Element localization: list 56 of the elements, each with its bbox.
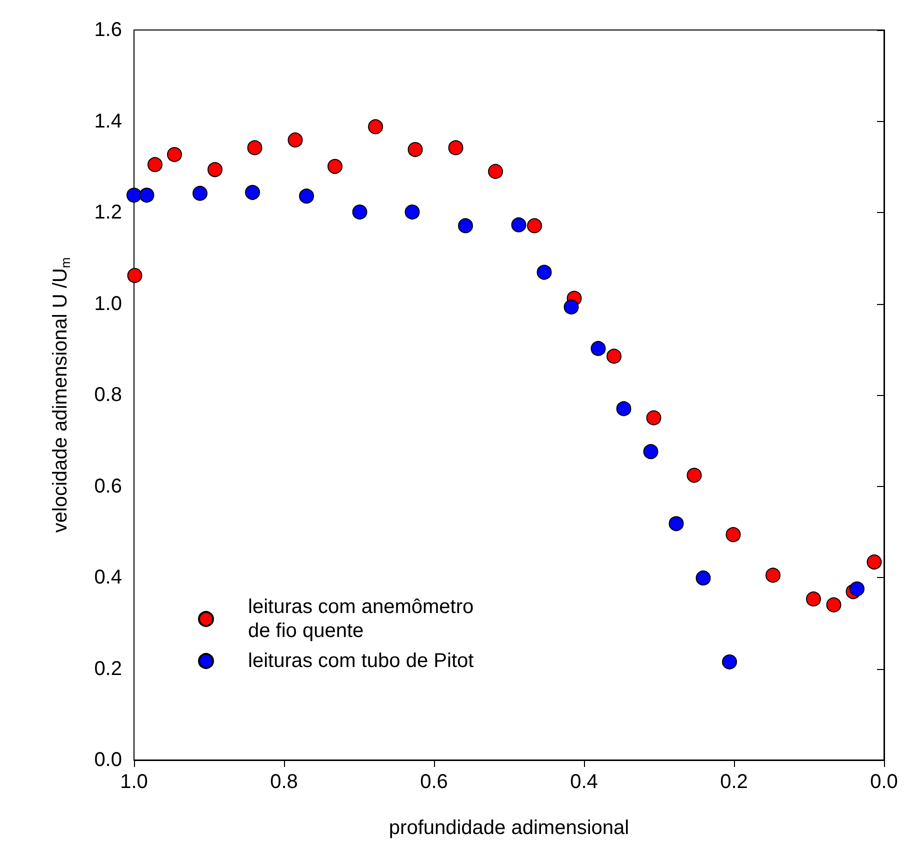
point [536, 264, 552, 280]
point [167, 147, 182, 162]
point [488, 164, 503, 179]
x-tick-label: 0.6 [420, 771, 448, 793]
x-axis-title: profundidade adimensional [388, 817, 630, 839]
y-tick-label: 1.0 [94, 292, 122, 315]
y-tick-label: 0.0 [94, 749, 122, 771]
point [806, 591, 821, 606]
point [606, 348, 622, 364]
y-tick-label: 0.2 [94, 658, 122, 680]
point [590, 340, 606, 356]
point [139, 188, 154, 203]
point [696, 570, 711, 586]
x-tick-label: 0.4 [570, 771, 598, 793]
point [722, 654, 737, 670]
x-tick-label: 0.0 [870, 771, 898, 793]
point [646, 410, 662, 426]
point [616, 401, 632, 416]
point [299, 188, 314, 204]
point [866, 554, 882, 570]
point [726, 527, 741, 542]
point [826, 597, 842, 612]
point [352, 204, 368, 220]
point [850, 581, 864, 596]
y-tick-label: 0.8 [94, 384, 122, 406]
point [448, 140, 464, 156]
point [511, 217, 526, 232]
y-tick-label: 0.4 [94, 566, 122, 588]
point [368, 119, 383, 134]
point [127, 268, 142, 283]
point [564, 299, 579, 314]
point [148, 157, 162, 172]
y-tick-label: 0.6 [94, 475, 122, 498]
x-tick-label: 0.2 [720, 771, 748, 793]
point [126, 188, 142, 203]
point [686, 468, 702, 483]
point [458, 218, 473, 234]
point [766, 568, 780, 583]
y-tick-label: 1.4 [94, 110, 122, 132]
point [245, 184, 260, 200]
x-tick-label: 1.0 [120, 771, 148, 793]
point [328, 158, 342, 174]
point [408, 142, 423, 158]
x-tick-label: 0.8 [270, 771, 298, 793]
legend-label: leituras com tubo de Pitot [248, 650, 474, 672]
point [643, 444, 658, 460]
point [208, 162, 222, 178]
y-tick-label: 1.6 [94, 19, 122, 41]
point [192, 186, 208, 201]
point [527, 218, 542, 234]
y-tick-label: 1.2 [94, 202, 122, 224]
point [247, 140, 262, 156]
point [668, 516, 684, 532]
point [288, 132, 303, 148]
y-axis-title: velocidade adimensional U /Um [50, 257, 73, 533]
point [404, 204, 420, 220]
